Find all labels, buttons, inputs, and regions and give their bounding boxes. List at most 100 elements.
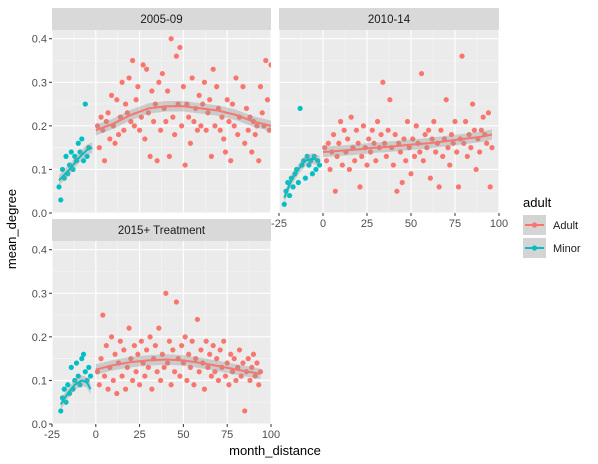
data-point-adult (264, 97, 271, 103)
x-tick-label: 50 (177, 429, 189, 441)
data-point-adult (214, 356, 220, 362)
data-point-adult (355, 140, 361, 146)
y-tick-label: 0.1 (32, 164, 47, 176)
data-point-minor (58, 408, 64, 414)
data-point-adult (323, 158, 330, 164)
legend: adult Adult Minor (523, 195, 581, 258)
y-axis-title: mean_degree (4, 189, 19, 269)
data-point-minor (80, 158, 87, 164)
data-point-adult (325, 140, 331, 146)
data-point-adult (177, 373, 183, 379)
smooth-line-adult (95, 105, 271, 132)
data-point-minor (79, 136, 85, 142)
data-point-adult (172, 369, 178, 375)
data-point-adult (110, 377, 116, 384)
data-point-adult (339, 162, 345, 168)
data-point-adult (112, 140, 118, 146)
data-point-adult (378, 131, 384, 138)
data-point-adult (107, 136, 113, 142)
data-point-adult (210, 342, 216, 349)
x-tick-label: 50 (405, 218, 417, 230)
data-point-adult (187, 140, 194, 146)
data-point-adult (268, 62, 271, 68)
data-point-adult (198, 123, 204, 129)
data-point-adult (373, 158, 379, 164)
data-point-adult (266, 127, 271, 133)
data-point-adult (473, 166, 479, 173)
data-point-adult (154, 369, 160, 375)
data-point-adult (341, 127, 347, 133)
data-point-adult (426, 127, 432, 133)
data-point-adult (208, 373, 215, 379)
data-point-minor (68, 364, 74, 370)
data-point-adult (186, 351, 192, 357)
data-point-minor (59, 166, 66, 173)
data-point-adult (470, 101, 476, 107)
facet-strip (279, 8, 499, 30)
data-point-adult (172, 131, 178, 138)
data-point-adult (245, 127, 251, 133)
data-point-adult (182, 334, 188, 340)
data-point-adult (431, 118, 437, 125)
data-point-adult (228, 158, 234, 164)
data-point-adult (433, 149, 439, 155)
data-point-minor (281, 201, 287, 207)
data-point-adult (163, 290, 169, 296)
data-point-adult (396, 140, 402, 146)
confidence-band-minor (60, 375, 91, 410)
data-point-adult (173, 53, 179, 59)
data-point-adult (471, 127, 477, 133)
data-point-adult (240, 360, 246, 366)
data-point-adult (201, 386, 208, 392)
data-point-adult (353, 127, 360, 133)
data-point-minor (80, 351, 87, 357)
y-tick-label: 0.4 (32, 34, 47, 46)
smooth-line-adult (95, 358, 261, 375)
data-point-adult (221, 136, 227, 142)
data-point-minor (304, 153, 310, 159)
y-tick-label: 0.0 (32, 419, 47, 431)
facet-strip-label: 2010-14 (368, 14, 411, 26)
data-point-adult (478, 127, 484, 133)
data-point-adult (194, 127, 201, 133)
data-point-adult (140, 62, 146, 68)
data-point-adult (336, 140, 342, 146)
data-point-minor (313, 166, 319, 173)
data-point-adult (191, 118, 197, 125)
data-point-adult (117, 338, 123, 344)
y-tick-label: 0.2 (32, 121, 47, 133)
data-point-adult (334, 153, 340, 159)
data-point-adult (229, 101, 236, 107)
data-point-adult (345, 136, 351, 142)
data-point-adult (108, 92, 115, 98)
data-point-adult (242, 140, 248, 146)
data-point-adult (250, 351, 257, 357)
data-point-adult (411, 153, 418, 159)
data-point-minor (295, 179, 301, 186)
data-point-adult (254, 360, 260, 366)
smooth-line-minor (283, 157, 320, 199)
data-point-adult (112, 351, 118, 357)
data-point-adult (96, 382, 102, 388)
data-point-adult (228, 351, 234, 357)
data-point-adult (330, 131, 337, 138)
data-point-adult (119, 79, 125, 85)
data-point-adult (222, 373, 229, 379)
smooth-line-minor (58, 146, 93, 182)
x-tick-label: 100 (262, 429, 280, 441)
x-tick-label: 25 (361, 218, 373, 230)
data-point-adult (360, 123, 367, 129)
data-point-adult (159, 351, 165, 357)
data-point-adult (124, 110, 130, 116)
confidence-band-adult (95, 101, 271, 136)
data-point-minor (58, 197, 64, 203)
data-point-adult (203, 338, 209, 344)
data-point-adult (152, 342, 158, 349)
data-point-adult (420, 158, 426, 164)
data-point-adult (205, 364, 211, 370)
data-point-adult (158, 377, 164, 384)
data-point-adult (385, 127, 391, 133)
data-point-adult (254, 123, 260, 129)
legend-key-point (531, 245, 538, 251)
data-point-adult (189, 338, 195, 344)
